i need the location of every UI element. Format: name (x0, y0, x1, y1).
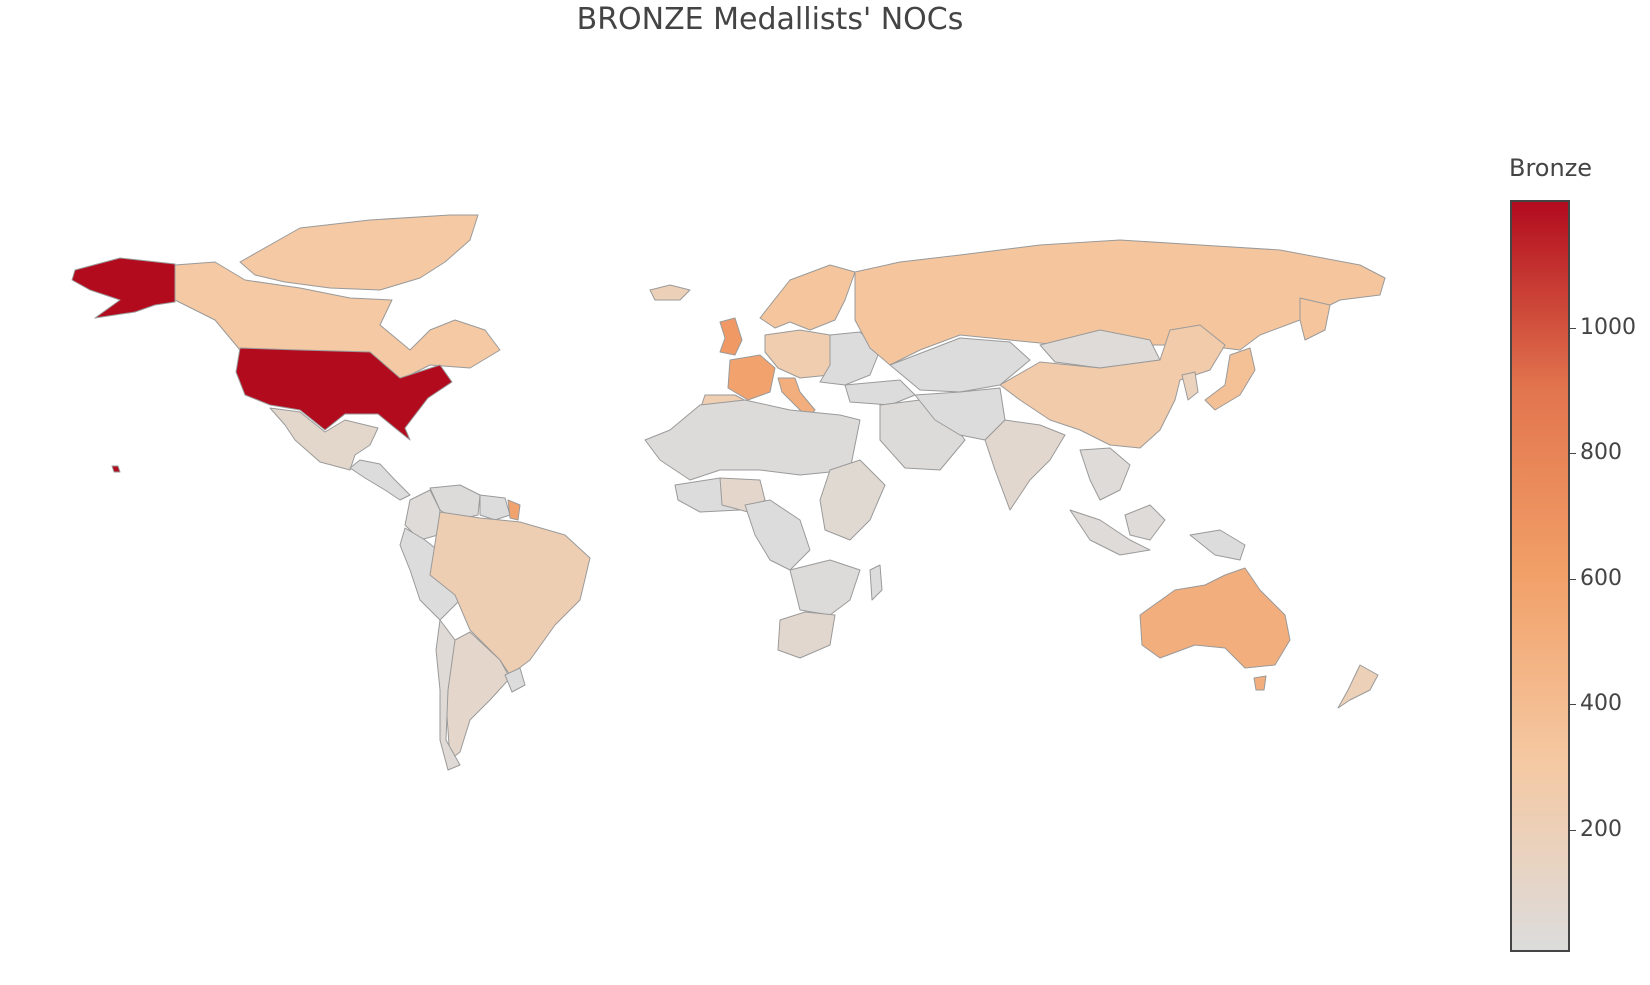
region-russia (854, 239, 1386, 366)
chart-title: BRONZE Medallists' NOCs (576, 2, 964, 37)
region-japan (1204, 347, 1256, 411)
region-mexico (269, 407, 379, 471)
region-east-africa (819, 459, 886, 541)
colorbar-tick-label: 800 (1580, 440, 1622, 465)
region-madagascar (869, 564, 883, 601)
region-alaska (71, 257, 176, 319)
colorbar-tick-label: 1000 (1580, 314, 1636, 340)
region-southeast-asia (1079, 447, 1131, 501)
region-india (984, 419, 1066, 511)
region-north-africa (644, 399, 861, 481)
colorbar-tick-label: 200 (1580, 816, 1622, 842)
colorbar-tick-mark (1570, 327, 1576, 329)
region-borneo (1124, 504, 1166, 541)
colorbar-tick-label: 400 (1580, 691, 1622, 716)
region-france (727, 354, 776, 401)
region-united-kingdom (719, 317, 743, 356)
region-korea (1181, 371, 1199, 401)
region-hawaii (111, 465, 121, 473)
region-venezuela (429, 484, 481, 521)
world-map (71, 214, 1386, 771)
region-tasmania (1253, 675, 1267, 691)
region-chile (435, 619, 461, 771)
region-scandinavia (759, 264, 856, 331)
region-greenland (239, 214, 479, 291)
colorbar-title: Bronze (1509, 154, 1593, 182)
region-australia (1139, 567, 1291, 669)
region-united-states (235, 347, 453, 441)
region-uruguay (504, 667, 526, 693)
region-french-guiana (507, 499, 521, 521)
region-central-asia (889, 337, 1031, 393)
colorbar-tick-mark (1570, 578, 1576, 580)
region-indonesia (1069, 509, 1151, 556)
region-turkey (844, 379, 916, 406)
region-southern-africa (789, 559, 861, 616)
region-russia-east (1299, 297, 1331, 341)
region-iceland (649, 284, 691, 301)
colorbar-tick-label: 600 (1580, 565, 1622, 591)
colorbar-tick-mark (1570, 453, 1576, 454)
region-new-zealand (1337, 664, 1379, 709)
region-guianas (479, 494, 511, 521)
colorbar-tick-mark (1570, 704, 1576, 705)
region-central-america (349, 459, 411, 501)
colorbar-tick-mark (1570, 829, 1576, 831)
colorbar (1510, 200, 1570, 952)
region-brazil (429, 511, 591, 676)
region-new-guinea (1189, 529, 1246, 561)
region-central-africa (744, 499, 811, 571)
region-south-africa (777, 611, 836, 659)
region-china (999, 324, 1226, 449)
